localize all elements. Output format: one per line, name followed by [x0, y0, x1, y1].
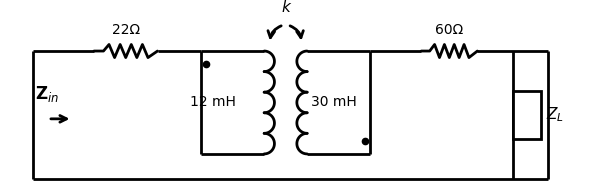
- Text: 60Ω: 60Ω: [435, 23, 463, 37]
- Bar: [513, 91, 541, 139]
- Text: 30 mH: 30 mH: [311, 95, 356, 110]
- Text: 22Ω: 22Ω: [112, 23, 140, 37]
- Text: k: k: [281, 1, 290, 15]
- Text: 12 mH: 12 mH: [190, 95, 236, 110]
- Text: $\mathbf{Z}_{in}$: $\mathbf{Z}_{in}$: [35, 84, 59, 104]
- Text: $Z_L$: $Z_L$: [546, 106, 563, 124]
